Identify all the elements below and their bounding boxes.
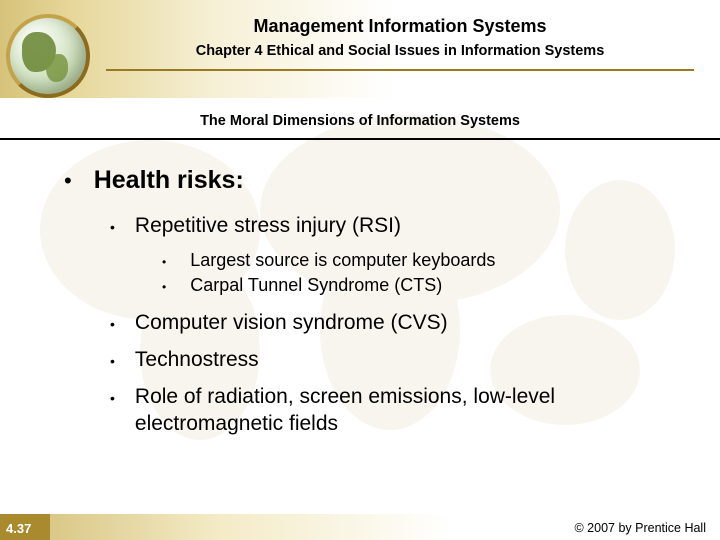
- slide-body: • Health risks: • Repetitive stress inju…: [0, 140, 720, 437]
- bullet-lvl2: •: [110, 390, 115, 406]
- list-item: • Computer vision syndrome (CVS): [110, 310, 682, 337]
- chapter-line: Chapter 4 Ethical and Social Issues in I…: [100, 43, 700, 59]
- page-number: 4.37: [6, 521, 31, 536]
- page-number-tab: 4.37: [0, 514, 50, 540]
- list-item-text: Computer vision syndrome (CVS): [135, 310, 448, 337]
- bullet-lvl3: •: [162, 280, 166, 294]
- section-bar: The Moral Dimensions of Information Syst…: [0, 98, 720, 138]
- bullet-lvl1: •: [64, 170, 72, 192]
- list-item-text: Role of radiation, screen emissions, low…: [135, 384, 682, 438]
- list-item: • Role of radiation, screen emissions, l…: [110, 384, 682, 438]
- bullet-lvl3: •: [162, 255, 166, 269]
- title-block: Management Information Systems Chapter 4…: [100, 16, 700, 71]
- heading-text: Health risks:: [94, 166, 244, 195]
- list-item-text: Repetitive stress injury (RSI): [135, 213, 401, 240]
- sub-list-item: • Carpal Tunnel Syndrome (CTS): [162, 275, 682, 296]
- course-title: Management Information Systems: [100, 16, 700, 37]
- sub-list-item-text: Carpal Tunnel Syndrome (CTS): [190, 275, 442, 296]
- section-title: The Moral Dimensions of Information Syst…: [200, 113, 520, 129]
- globe-icon: [6, 14, 90, 98]
- list-item: • Technostress: [110, 347, 682, 374]
- list-item-text: Technostress: [135, 347, 259, 374]
- copyright-text: © 2007 by Prentice Hall: [574, 521, 706, 535]
- bullet-lvl2: •: [110, 219, 115, 235]
- bullet-lvl2: •: [110, 353, 115, 369]
- slide-header: Management Information Systems Chapter 4…: [0, 0, 720, 98]
- title-underline: [106, 69, 694, 71]
- sub-list-item-text: Largest source is computer keyboards: [190, 250, 495, 271]
- sub-list-item: • Largest source is computer keyboards: [162, 250, 682, 271]
- list-item: • Repetitive stress injury (RSI): [110, 213, 682, 240]
- heading-row: • Health risks:: [64, 166, 682, 195]
- bullet-lvl2: •: [110, 316, 115, 332]
